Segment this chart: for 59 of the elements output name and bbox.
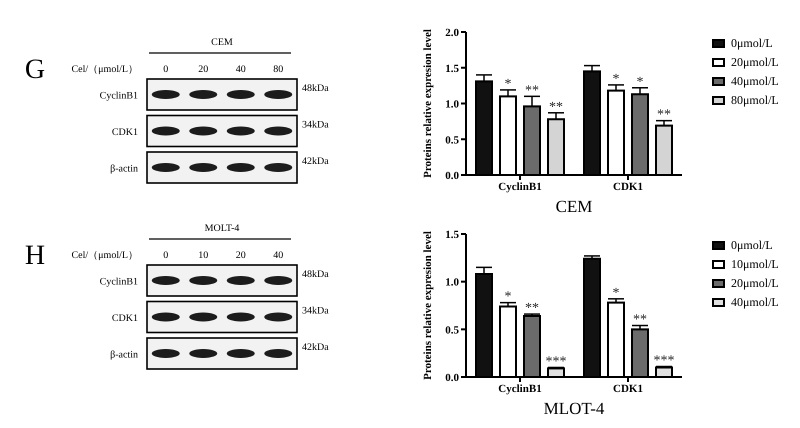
text: Cel/（μmol/L） [72, 250, 138, 261]
data-label: * [504, 76, 512, 92]
category-label: 40 [273, 250, 284, 261]
legend-label: 0μmol/L [731, 238, 773, 253]
data-label: ** [525, 83, 539, 98]
legend-label: 0μmol/L [731, 36, 773, 51]
data-label: * [612, 72, 620, 87]
legend-label: 20μmol/L [731, 55, 779, 70]
y-axis-title: Proteins relative expresion level [422, 29, 434, 178]
category-label: β-actin [110, 164, 138, 174]
text: G [24, 54, 46, 85]
data-label: ** [525, 301, 539, 316]
category-label: 20 [236, 250, 246, 261]
data-label: *** [654, 354, 674, 369]
category-label: 42kDa [302, 156, 329, 167]
data-label: ** [633, 312, 647, 328]
text: CEM [211, 37, 233, 48]
data-label: * [636, 74, 644, 90]
y-tick-label: 1.5 [445, 62, 460, 75]
category-label: CyclinB1 [100, 276, 138, 288]
legend-label: 40μmol/L [731, 295, 779, 310]
legend-label: 80μmol/L [731, 93, 779, 108]
category-label: CDK1 [112, 313, 138, 324]
category-label: CDK1 [112, 127, 138, 138]
data-label: ** [657, 108, 671, 123]
y-tick-label: 0.5 [445, 324, 460, 336]
text: H [24, 240, 46, 271]
y-tick-label: 2.0 [445, 27, 460, 39]
category-label: 34kDa [302, 306, 329, 316]
y-tick-label: 0.0 [445, 372, 460, 384]
text: MOLT-4 [204, 223, 240, 234]
y-tick-label: 1.0 [445, 98, 460, 110]
category-label: 0 [163, 64, 168, 75]
y-axis-title: Proteins relative expresion level [422, 231, 434, 380]
data-label: * [612, 286, 620, 301]
category-label: 10 [198, 250, 208, 261]
category-label: 80 [273, 64, 284, 75]
legend-label: 20μmol/L [731, 276, 779, 291]
category-label: 0 [163, 250, 168, 261]
category-label: 40 [236, 64, 246, 75]
data-label: ** [549, 100, 563, 115]
category-label: 42kDa [302, 342, 329, 353]
data-label: * [504, 290, 512, 305]
y-tick-label: 1.5 [445, 229, 460, 241]
text: Cel/（μmol/L） [72, 64, 138, 75]
y-tick-label: 0.5 [445, 134, 460, 146]
category-label: 20 [198, 64, 208, 75]
category-label: 34kDa [302, 120, 329, 130]
data-label: *** [546, 354, 566, 370]
legend-label: 10μmol/L [731, 257, 779, 272]
category-label: 48kDa [302, 83, 329, 94]
category-label: β-actin [110, 350, 138, 360]
legend-label: 40μmol/L [731, 74, 779, 89]
y-tick-label: 0.0 [445, 170, 460, 182]
x-axis-title: MLOT-4 [544, 399, 605, 418]
x-axis-title: CEM [556, 197, 592, 216]
category-label: CyclinB1 [100, 90, 138, 102]
category-label: 48kDa [302, 269, 329, 280]
y-tick-label: 1.0 [445, 276, 460, 289]
